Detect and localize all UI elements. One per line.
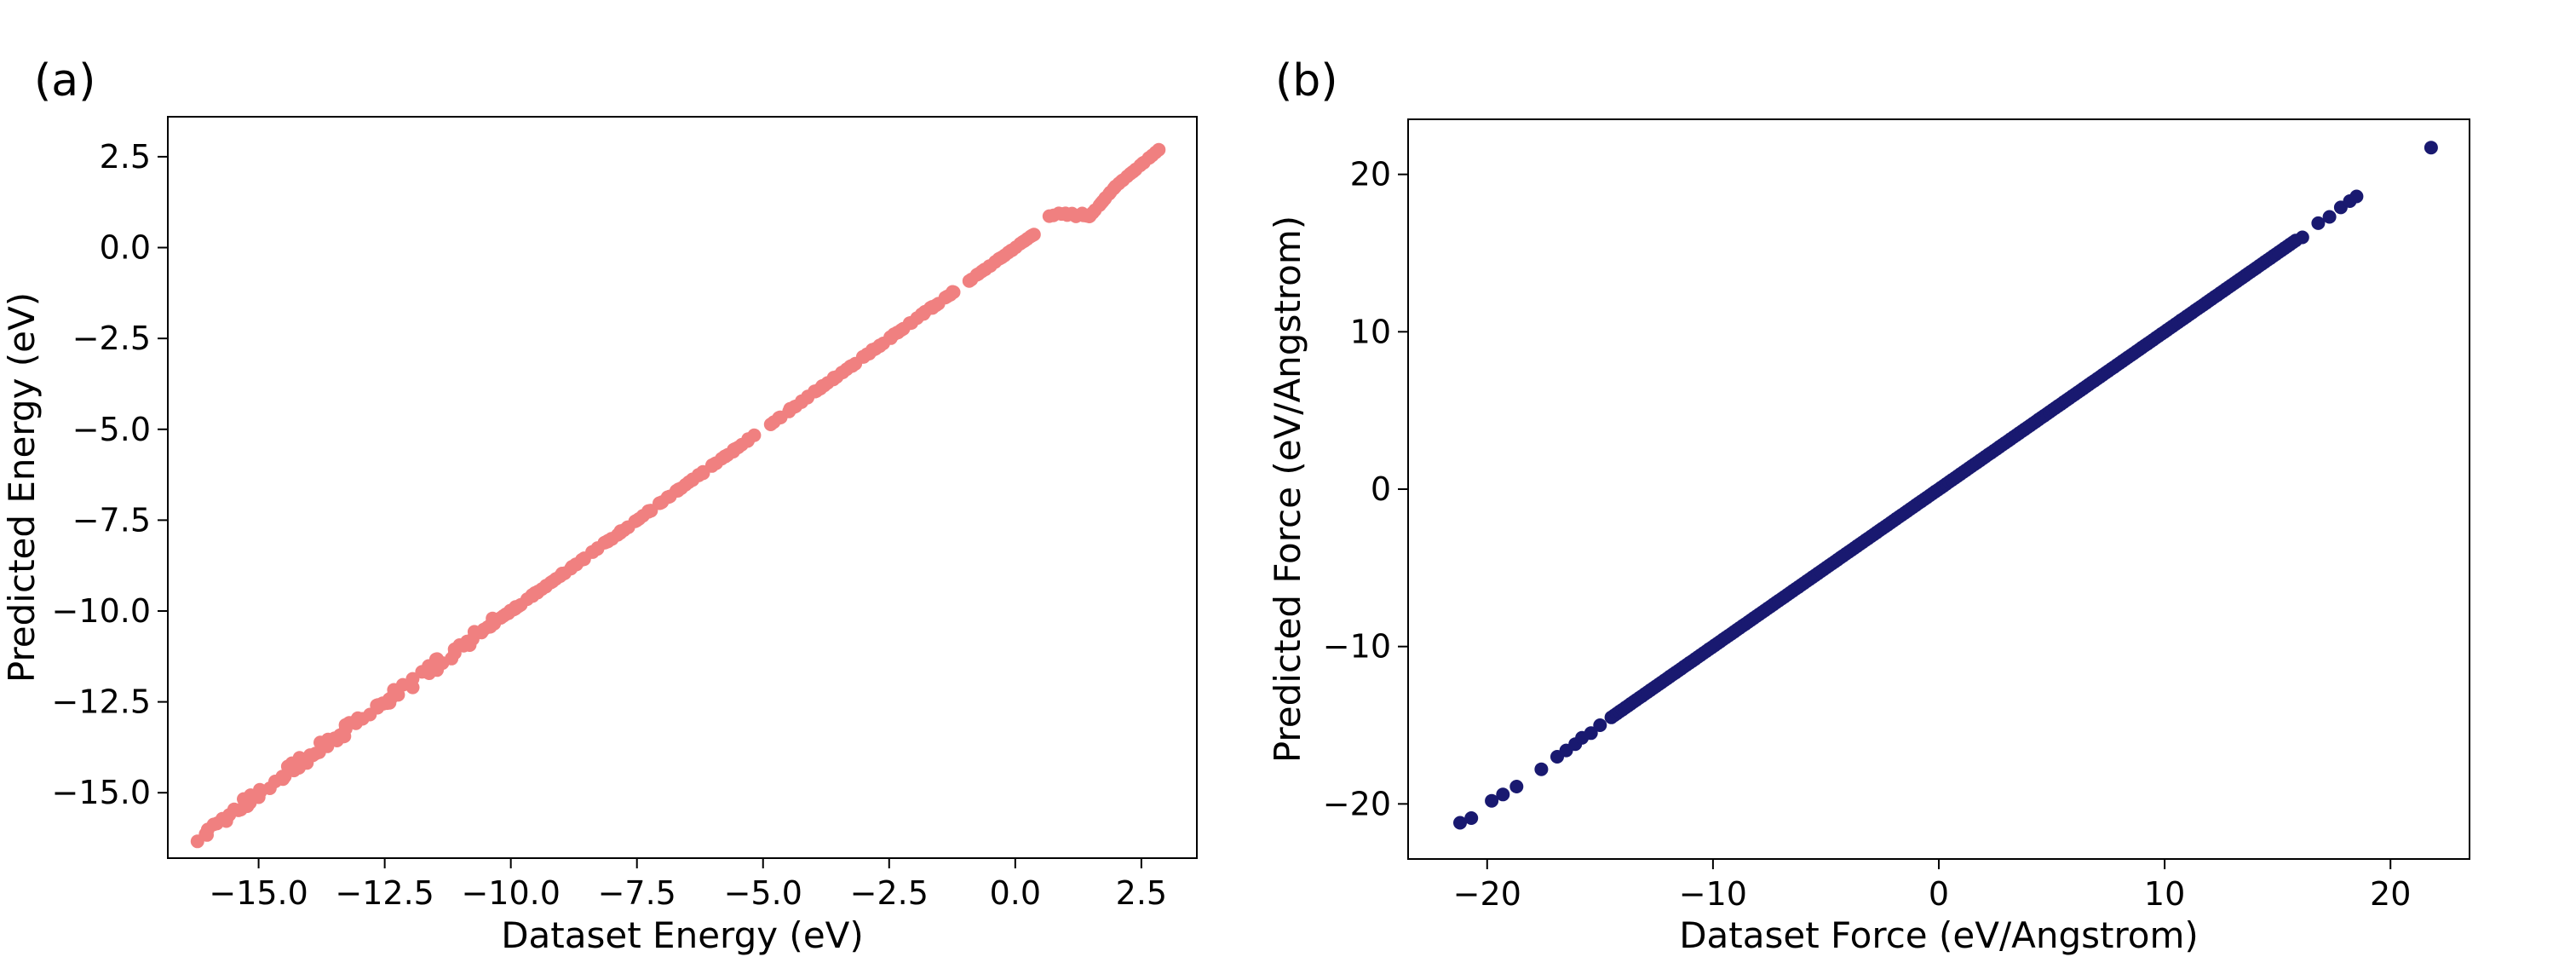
y-tick-label: −12.5 bbox=[52, 683, 151, 721]
y-tick-label: −10 bbox=[1323, 628, 1391, 666]
data-point bbox=[1485, 793, 1499, 808]
data-point bbox=[262, 781, 277, 795]
y-tick-label: −15.0 bbox=[52, 774, 151, 811]
x-tick-label: −10.0 bbox=[461, 874, 560, 912]
y-axis-ticks-b: −20 −10 0 10 20 bbox=[1323, 156, 1408, 822]
data-point bbox=[445, 651, 459, 666]
x-axis-label-b: Dataset Force (eV/Angstrom) bbox=[1679, 914, 2199, 956]
y-axis-ticks-a: −15.0 −12.5 −10.0 −7.5 −5.0 −2.5 0.0 2.5 bbox=[52, 138, 168, 811]
x-tick-label: −15.0 bbox=[209, 874, 308, 912]
y-tick-label: −5.0 bbox=[72, 411, 151, 448]
x-tick-label: −2.5 bbox=[850, 874, 929, 912]
data-point bbox=[382, 695, 397, 710]
data-point bbox=[2424, 141, 2438, 155]
data-point bbox=[1453, 816, 1467, 830]
data-point bbox=[2295, 230, 2309, 245]
y-tick-label: 2.5 bbox=[100, 138, 151, 176]
panel-b-force-chart: (b) −20 −10 0 10 20 −20 −10 0 10 20 Dataset Forc… bbox=[1267, 55, 2470, 956]
y-axis-label-b: Predicted Force (eV/Angstrom) bbox=[1267, 216, 1308, 763]
data-point bbox=[391, 688, 405, 702]
y-tick-label: −20 bbox=[1323, 785, 1391, 822]
plot-frame-a bbox=[167, 116, 1198, 859]
data-point bbox=[2322, 210, 2337, 224]
energy-scatter-points bbox=[190, 142, 1166, 849]
data-point bbox=[251, 790, 266, 804]
data-point bbox=[300, 756, 314, 770]
data-point bbox=[2349, 189, 2364, 204]
data-point bbox=[1496, 787, 1510, 802]
x-axis-ticks-b: −20 −10 0 10 20 bbox=[1453, 859, 2411, 913]
y-tick-label: −7.5 bbox=[72, 501, 151, 539]
y-tick-label: 0.0 bbox=[100, 229, 151, 267]
data-point bbox=[1026, 228, 1041, 242]
data-point bbox=[276, 772, 290, 787]
data-point bbox=[946, 285, 961, 299]
data-point bbox=[219, 814, 233, 828]
x-tick-label: 0.0 bbox=[990, 874, 1041, 912]
data-point bbox=[1534, 762, 1549, 776]
data-point bbox=[463, 638, 477, 652]
data-point bbox=[1593, 718, 1607, 732]
panel-label-b: (b) bbox=[1275, 55, 1338, 107]
x-tick-label: −10 bbox=[1679, 875, 1747, 913]
y-tick-label: −10.0 bbox=[52, 592, 151, 630]
force-scatter-points bbox=[1453, 141, 2438, 830]
x-tick-label: −20 bbox=[1453, 875, 1521, 913]
panel-label-a: (a) bbox=[34, 55, 95, 107]
panel-a-energy-chart: (a) −15.0 −12.5 −10.0 −7.5 −5.0 −2.5 0.0 2.5 −1… bbox=[1, 55, 1198, 956]
data-point bbox=[1464, 811, 1479, 825]
x-tick-label: 20 bbox=[2370, 875, 2411, 913]
x-tick-label: 0 bbox=[1929, 875, 1949, 913]
x-tick-label: 10 bbox=[2144, 875, 2185, 913]
x-axis-ticks-a: −15.0 −12.5 −10.0 −7.5 −5.0 −2.5 0.0 2.5 bbox=[209, 858, 1167, 912]
y-tick-label: −2.5 bbox=[72, 320, 151, 357]
data-point bbox=[200, 827, 214, 842]
data-point bbox=[430, 663, 444, 677]
y-tick-label: 10 bbox=[1350, 313, 1391, 350]
data-point bbox=[240, 799, 255, 813]
y-tick-label: 0 bbox=[1371, 470, 1391, 508]
x-tick-label: −7.5 bbox=[598, 874, 676, 912]
x-tick-label: 2.5 bbox=[1116, 874, 1167, 912]
y-axis-label-a: Predicted Energy (eV) bbox=[1, 292, 43, 683]
data-point bbox=[2311, 216, 2326, 230]
data-point bbox=[1584, 726, 1598, 741]
data-point bbox=[747, 428, 762, 442]
x-tick-label: −5.0 bbox=[724, 874, 802, 912]
data-point bbox=[337, 729, 352, 743]
data-point bbox=[1152, 142, 1166, 157]
data-point bbox=[1509, 780, 1524, 793]
x-tick-label: −12.5 bbox=[335, 874, 434, 912]
x-axis-label-a: Dataset Energy (eV) bbox=[501, 914, 864, 956]
y-tick-label: 20 bbox=[1350, 156, 1391, 193]
data-point bbox=[405, 680, 420, 695]
